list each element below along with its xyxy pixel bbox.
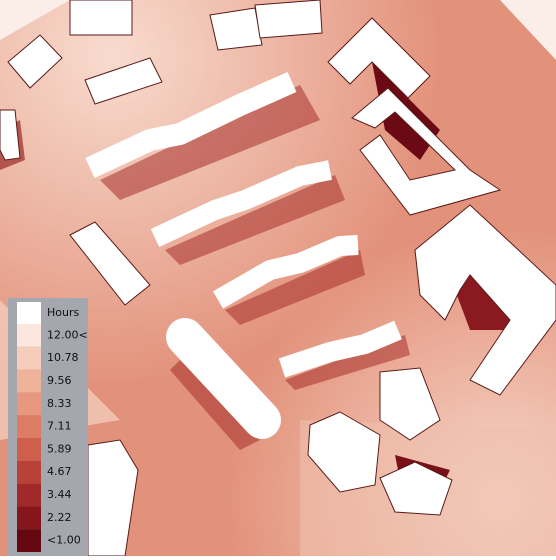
legend-label: 12.00< — [47, 328, 88, 341]
legend-label: 10.78 — [47, 351, 79, 364]
legend-label: 3.44 — [47, 488, 72, 501]
legend-swatch — [17, 483, 41, 507]
legend: Hours 12.00< 10.78 9.56 8.33 7.11 5.89 4.67 3.4… — [8, 298, 88, 556]
legend-label: 8.33 — [47, 397, 72, 410]
legend-label: 5.89 — [47, 442, 72, 455]
legend-swatch — [17, 324, 41, 347]
legend-label: 7.11 — [47, 420, 72, 433]
legend-swatch — [17, 302, 41, 324]
legend-label: <1.00 — [47, 534, 81, 547]
legend-swatch — [17, 392, 41, 416]
legend-swatch — [17, 529, 41, 552]
legend-swatch — [17, 460, 41, 484]
legend-items: 12.00< 10.78 9.56 8.33 7.11 5.89 4.67 3.44 2.22 <… — [17, 324, 88, 552]
legend-swatch — [17, 438, 41, 461]
legend-label: 4.67 — [47, 465, 72, 478]
legend-title: Hours — [47, 306, 79, 319]
legend-label: 9.56 — [47, 374, 72, 387]
legend-label: 2.22 — [47, 511, 72, 524]
legend-swatch — [17, 346, 41, 370]
legend-swatch — [17, 506, 41, 530]
legend-swatch — [17, 415, 41, 438]
legend-swatch — [17, 369, 41, 393]
